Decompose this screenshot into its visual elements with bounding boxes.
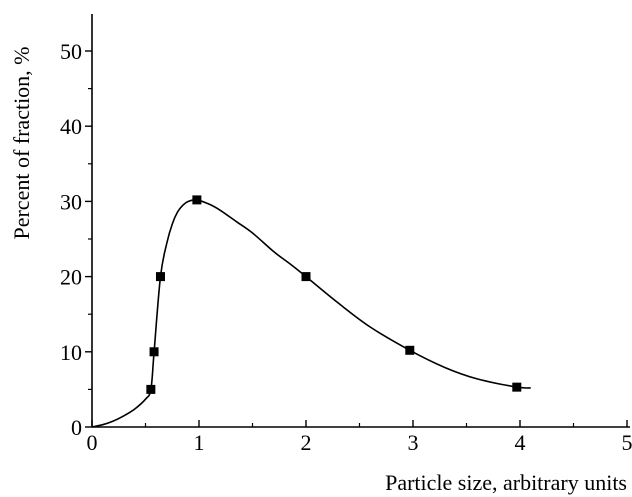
x-tick-label: 5	[622, 430, 632, 455]
y-tick-label: 40	[60, 114, 82, 139]
y-tick-label: 50	[60, 39, 82, 64]
data-point	[512, 382, 522, 392]
y-tick-label: 20	[60, 265, 82, 290]
y-tick-label: 30	[60, 189, 82, 214]
data-point	[405, 345, 415, 355]
x-tick-label: 1	[194, 430, 205, 455]
data-point	[301, 272, 311, 282]
ticks	[85, 50, 628, 428]
data-point	[192, 195, 202, 205]
x-axis-label: Particle size, arbitrary units	[385, 470, 627, 495]
series-markers	[146, 195, 522, 394]
y-tick-label: 0	[71, 415, 82, 440]
x-tick-label: 2	[301, 430, 312, 455]
data-point	[146, 384, 156, 394]
data-point	[155, 272, 165, 282]
y-axis-label: Percent of fraction, %	[9, 46, 34, 239]
x-tick-label: 3	[408, 430, 419, 455]
x-tick-label: 0	[87, 430, 98, 455]
series-curve	[91, 198, 531, 428]
y-tick-label: 10	[60, 340, 82, 365]
data-point	[149, 347, 159, 357]
x-tick-label: 4	[515, 430, 526, 455]
axes	[91, 14, 630, 428]
